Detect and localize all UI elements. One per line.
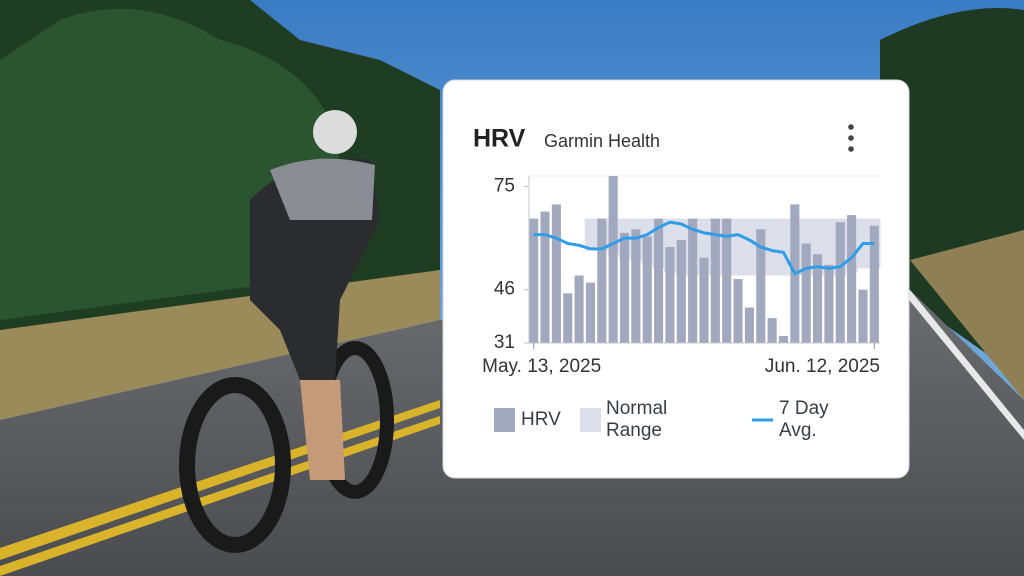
y-tick-label: 46 [494,279,515,300]
x-tick-label: May. 13, 2025 [482,356,601,377]
bar [756,229,766,343]
bar [733,279,743,343]
bar [722,218,732,343]
chart-title: HRV [473,125,526,153]
bar [608,176,618,343]
normal-range [743,218,756,276]
bar [540,211,550,343]
bar [631,229,641,343]
legend-label: HRV [521,409,561,430]
y-tick-label: 75 [494,176,515,197]
bar [688,218,698,343]
bar [767,318,777,343]
normal-range [732,218,745,276]
menu-button[interactable] [848,124,854,152]
bar [585,282,595,343]
normal-range [811,218,824,276]
normal-range [664,218,677,272]
bar [642,236,652,343]
card [442,79,910,479]
bar [813,254,823,343]
bar [858,289,868,343]
bar [676,239,686,343]
bar [619,232,630,343]
bar [744,307,754,343]
legend-label: Normal Range [606,398,668,441]
chart-subtitle: Garmin Health [544,131,660,151]
legend-label: 7 Day Avg. [779,398,829,441]
y-tick-label: 31 [494,332,515,353]
bar [710,218,720,343]
bar [551,204,561,343]
bar [778,335,789,343]
normal-range [777,218,790,276]
avg-line [533,220,875,276]
bar [654,218,664,343]
bar [835,222,845,343]
bar [574,275,584,343]
bar [597,218,607,343]
normal-range [698,218,711,276]
legend-swatch-range [580,408,601,432]
bar [529,218,539,343]
bar [824,264,834,343]
normal-range [823,218,836,276]
legend-swatch-hrv [494,408,515,432]
bar [869,225,879,343]
bar [699,257,709,343]
x-tick-label: Jun. 12, 2025 [765,356,880,377]
bar [801,243,811,343]
bar [847,215,857,343]
bar [563,293,573,343]
bar [665,247,675,343]
normal-range [766,218,779,276]
normal-range [584,218,597,251]
